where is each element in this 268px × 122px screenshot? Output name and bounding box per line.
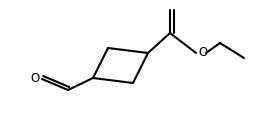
Text: O: O — [31, 71, 40, 85]
Text: O: O — [198, 46, 207, 60]
